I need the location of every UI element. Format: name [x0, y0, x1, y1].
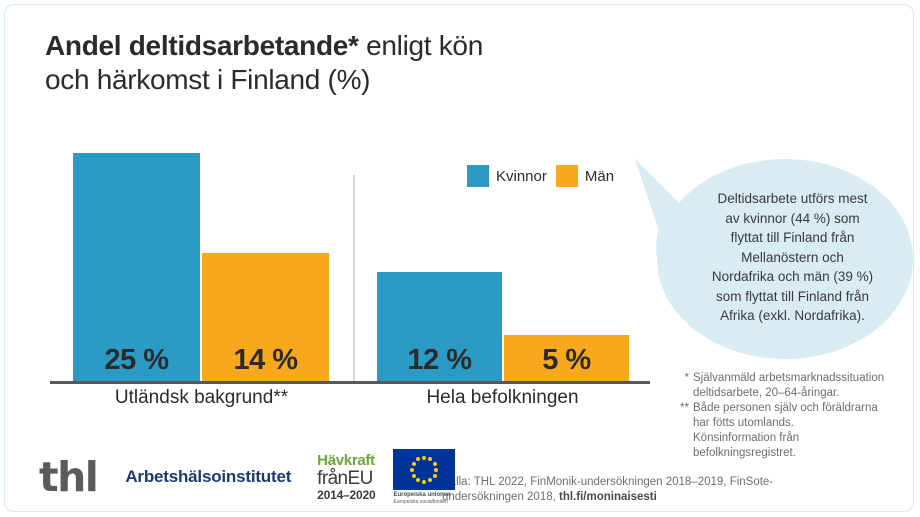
infographic-card: Andel deltidsarbetande* enligt kön och h…	[4, 4, 914, 512]
eu-star-icon	[428, 477, 433, 482]
eu-star-icon	[422, 479, 427, 484]
callout-line: flyttat till Finland från	[730, 230, 855, 245]
bar-chart: 25 % 14 % 12 % 5 % Utländsk bakgrund** H…	[50, 135, 650, 425]
eu-star-icon	[416, 477, 421, 482]
callout-line: Afrika (exkl. Nordafrika).	[720, 308, 865, 323]
axis-baseline	[50, 381, 650, 384]
callout-line: Deltidsarbete utförs mest	[717, 191, 868, 206]
legend-label-man: Män	[584, 167, 615, 185]
legend-label-kvinnor: Kvinnor	[496, 167, 547, 185]
footnote-line: deltidsarbete, 20–64-åringar.	[693, 387, 840, 399]
source-note: Källa: THL 2022, FinMonik-undersökningen…	[442, 475, 912, 505]
title-line-2: och härkomst i Finland (%)	[45, 64, 371, 95]
category-label-utlandsk-bakgrund: Utländsk bakgrund**	[114, 387, 289, 408]
group-divider	[353, 175, 355, 381]
havkraft-line-1: Hävkraft	[317, 452, 375, 469]
thl-logo: thl	[39, 452, 99, 501]
arbetshalsoinstitutet-logo: Arbetshälsoinstitutet	[125, 467, 292, 486]
eu-flag-icon	[393, 449, 456, 490]
source-line-2-text: undersökningen 2018,	[442, 491, 560, 503]
footnote-line: Könsinformation från	[693, 432, 800, 444]
bar-value-label: 25 %	[104, 344, 169, 376]
category-label-hela-befolkningen: Hela befolkningen	[426, 387, 579, 408]
source-line-1: Källa: THL 2022, FinMonik-undersökningen…	[442, 476, 774, 488]
page-title: Andel deltidsarbetande* enligt kön och h…	[45, 29, 665, 97]
footnote-line: befolkningsregistret.	[693, 447, 796, 459]
eu-star-icon	[412, 461, 417, 466]
eu-caption-union: Europeiska unionen	[393, 492, 451, 498]
footnote-line: Både personen själv och föräldrarna	[693, 402, 878, 414]
eu-star-icon	[422, 455, 427, 460]
eu-caption-fund: Europeiska socialfonden	[393, 499, 448, 505]
havkraft-fran-eu-logo: Hävkraft frånEU 2014–2020	[317, 453, 375, 501]
callout-line: som flyttat till Finland från	[715, 288, 870, 304]
footnote-body: Självanmäld arbetsmarknadssituation delt…	[693, 371, 913, 401]
source-line-2: undersökningen 2018, thl.fi/moninaisesti	[442, 490, 912, 505]
havkraft-line-2: frånEU	[317, 468, 373, 489]
bar-man-hela: 5 %	[504, 335, 629, 381]
chart-legend: Kvinnor Män	[467, 165, 614, 187]
footnotes: * Självanmäld arbetsmarknadssituation de…	[677, 371, 913, 461]
logo-row: thl Arbetshälsoinstitutet Hävkraft frånE…	[39, 448, 456, 506]
legend-item-kvinnor: Kvinnor	[467, 165, 547, 187]
eu-star-icon	[432, 461, 437, 466]
title-line-1: Andel deltidsarbetande* enligt kön	[45, 29, 665, 63]
callout-text: Deltidsarbete utförs mest av kvinnor (44…	[685, 189, 900, 326]
bar-kvinnor-hela: 12 %	[377, 272, 502, 381]
women-swatch-icon	[467, 165, 489, 187]
footnote-body: Både personen själv och föräldrarna har …	[693, 401, 913, 461]
callout-line: av kvinnor (44 %) som	[725, 210, 860, 226]
callout-line: Nordafrika och män (39 %)	[711, 269, 874, 284]
footnote-single-asterisk: * Självanmäld arbetsmarknadssituation de…	[677, 371, 913, 401]
eu-star-icon	[432, 473, 437, 478]
title-strong: Andel deltidsarbetande*	[45, 30, 359, 61]
footnote-line: har fötts utomlands.	[693, 417, 794, 429]
callout-bubble: Deltidsarbete utförs mest av kvinnor (44…	[625, 151, 913, 361]
title-rest: enligt kön	[358, 30, 483, 61]
eu-star-icon	[410, 467, 415, 472]
speech-bubble-shape-icon	[635, 159, 913, 359]
havkraft-line-3: 2014–2020	[317, 488, 376, 502]
callout-line: Mellanöstern och	[741, 249, 844, 265]
bar-kvinnor-utlandsk: 25 %	[73, 153, 200, 381]
eu-star-icon	[416, 457, 421, 462]
footnote-double-asterisk: ** Både personen själv och föräldrarna h…	[677, 401, 913, 461]
bar-value-label: 5 %	[542, 344, 591, 376]
men-swatch-icon	[555, 165, 578, 187]
footnote-mark: **	[680, 402, 689, 414]
source-link[interactable]: thl.fi/moninaisesti	[559, 491, 657, 503]
legend-item-man: Män	[555, 165, 615, 187]
bar-value-label: 14 %	[233, 344, 298, 376]
eu-star-icon	[412, 473, 417, 478]
footnote-line: Självanmäld arbetsmarknadssituation	[693, 372, 885, 384]
eu-flag-logo: Europeiska unionen Europeiska socialfond…	[393, 449, 456, 505]
footnote-mark: *	[684, 372, 689, 384]
bar-man-utlandsk: 14 %	[202, 253, 329, 381]
eu-star-icon	[428, 457, 433, 462]
eu-star-icon	[434, 467, 439, 472]
bar-value-label: 12 %	[407, 344, 472, 376]
